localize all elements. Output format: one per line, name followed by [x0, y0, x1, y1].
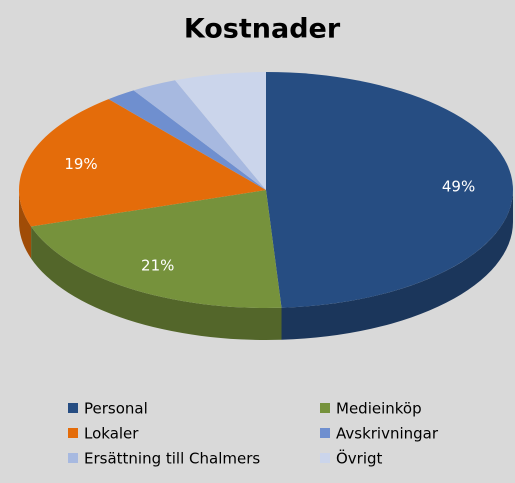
chart-title: Kostnader	[184, 14, 341, 45]
pie-slice	[133, 80, 266, 190]
legend-label: Avskrivningar	[336, 425, 439, 443]
legend-swatch	[68, 403, 78, 413]
legend-swatch	[320, 403, 330, 413]
legend-swatch	[320, 453, 330, 463]
legend-swatch	[320, 428, 330, 438]
legend-label: Medieinköp	[336, 400, 422, 418]
legend-label: Personal	[84, 400, 148, 418]
legend-swatch	[68, 453, 78, 463]
pie-side	[19, 190, 32, 259]
data-label: 49%	[442, 178, 475, 196]
pie-slice	[175, 72, 266, 190]
pie-slice	[19, 99, 266, 227]
data-label: 19%	[64, 155, 97, 173]
pie-slice	[31, 190, 282, 308]
data-label: 21%	[141, 257, 174, 275]
pie-slice	[266, 72, 514, 308]
legend-label: Ersättning till Chalmers	[84, 450, 260, 468]
legend-swatch	[68, 428, 78, 438]
pie-slice	[108, 90, 266, 190]
legend-label: Övrigt	[336, 449, 383, 468]
legend-label: Lokaler	[84, 425, 139, 443]
pie-side	[281, 190, 513, 340]
pie-side	[31, 226, 282, 340]
